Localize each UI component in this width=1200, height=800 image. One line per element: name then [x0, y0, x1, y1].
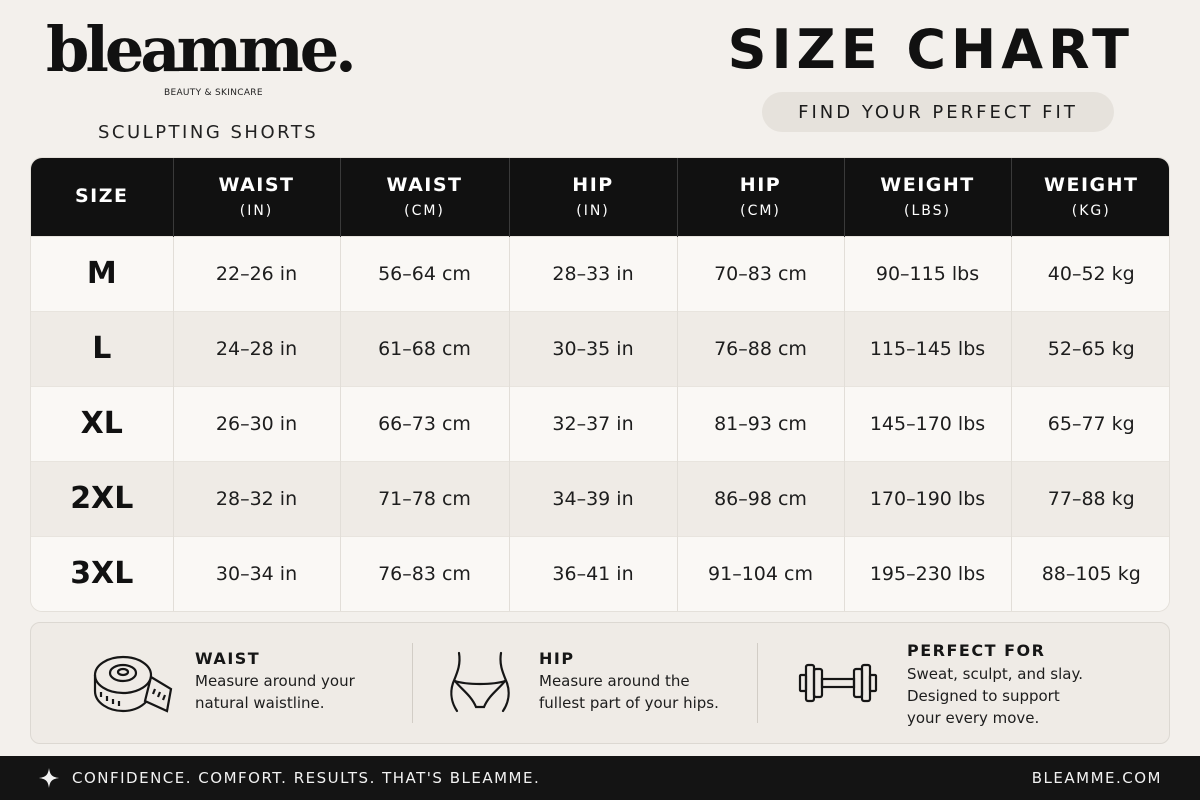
size-cell: XL: [31, 385, 174, 461]
page-title: SIZE CHART: [727, 18, 1134, 81]
column-header-hip-in: HIP (IN): [509, 158, 678, 236]
table-cell: 22–26 in: [173, 235, 341, 311]
table-cell: 52–65 kg: [1011, 310, 1169, 386]
table-row: 3XL 30–34 in 76–83 cm 36–41 in 91–104 cm…: [31, 535, 1169, 611]
perfect-for-line-2: Designed to support: [907, 687, 1060, 705]
table-cell: 70–83 cm: [677, 235, 845, 311]
waist-guide: WAIST Measure around your natural waistl…: [31, 623, 411, 743]
subtitle-text: FIND YOUR PERFECT FIT: [798, 101, 1078, 123]
table-cell: 71–78 cm: [340, 460, 510, 536]
size-cell: 2XL: [31, 460, 174, 536]
size-cell: M: [31, 235, 174, 311]
table-cell: 88–105 kg: [1011, 535, 1169, 611]
table-header-row: SIZE WAIST (IN) WAIST (CM) HIP (IN) HIP (CM)…: [31, 158, 1169, 236]
table-row: M 22–26 in 56–64 cm 28–33 in 70–83 cm 90…: [31, 235, 1169, 311]
table-cell: 30–34 in: [173, 535, 341, 611]
table-cell: 90–115 lbs: [844, 235, 1012, 311]
table-cell: 170–190 lbs: [844, 460, 1012, 536]
table-cell: 36–41 in: [509, 535, 678, 611]
table-cell: 115–145 lbs: [844, 310, 1012, 386]
dumbbell-icon: [798, 663, 878, 703]
table-cell: 34–39 in: [509, 460, 678, 536]
table-cell: 61–68 cm: [340, 310, 510, 386]
measuring-tape-icon: [93, 655, 173, 713]
table-cell: 28–33 in: [509, 235, 678, 311]
table-cell: 40–52 kg: [1011, 235, 1169, 311]
table-row: L 24–28 in 61–68 cm 30–35 in 76–88 cm 11…: [31, 310, 1169, 386]
table-cell: 56–64 cm: [340, 235, 510, 311]
measurement-guide: WAIST Measure around your natural waistl…: [30, 622, 1170, 744]
sparkle-icon: [39, 768, 59, 788]
subtitle-badge: FIND YOUR PERFECT FIT: [762, 92, 1114, 132]
perfect-for-line-1: Sweat, sculpt, and slay.: [907, 665, 1083, 683]
perfect-for-guide: PERFECT FOR Sweat, sculpt, and slay. Des…: [758, 623, 1170, 743]
brand-block: bleamme. BEAUTY & SKINCARE SCULPTING SHO…: [46, 10, 386, 143]
size-cell: 3XL: [31, 535, 174, 611]
brand-logo: bleamme.: [46, 13, 357, 86]
table-row: XL 26–30 in 66–73 cm 32–37 in 81–93 cm 1…: [31, 385, 1169, 461]
column-unit: (KG): [1071, 203, 1111, 219]
product-name: SCULPTING SHORTS: [98, 122, 319, 143]
perfect-for-heading: PERFECT FOR: [907, 641, 1046, 660]
hip-line-2: fullest part of your hips.: [539, 694, 719, 712]
size-chart-table: SIZE WAIST (IN) WAIST (CM) HIP (IN) HIP (CM)…: [30, 157, 1170, 612]
table-cell: 86–98 cm: [677, 460, 845, 536]
table-row: 2XL 28–32 in 71–78 cm 34–39 in 86–98 cm …: [31, 460, 1169, 536]
column-header-waist-cm: WAIST (CM): [340, 158, 510, 236]
website-link[interactable]: BLEAMME.COM: [1031, 769, 1162, 787]
table-cell: 24–28 in: [173, 310, 341, 386]
column-header-size: SIZE: [31, 158, 174, 236]
column-header-waist-in: WAIST (IN): [173, 158, 341, 236]
footer-slogan: CONFIDENCE. COMFORT. RESULTS. THAT'S BLE…: [72, 769, 541, 787]
divider: [757, 643, 758, 723]
column-header-weight-kg: WEIGHT (KG): [1011, 158, 1169, 236]
table-cell: 76–83 cm: [340, 535, 510, 611]
hip-guide: HIP Measure around the fullest part of y…: [413, 623, 757, 743]
hip-heading: HIP: [539, 649, 575, 668]
table-cell: 195–230 lbs: [844, 535, 1012, 611]
column-unit: (CM): [404, 203, 445, 219]
size-cell: L: [31, 310, 174, 386]
table-cell: 66–73 cm: [340, 385, 510, 461]
hips-icon: [450, 651, 510, 713]
column-unit: (LBS): [904, 203, 951, 219]
waist-line-2: natural waistline.: [195, 694, 325, 712]
table-cell: 81–93 cm: [677, 385, 845, 461]
divider: [412, 643, 413, 723]
table-cell: 76–88 cm: [677, 310, 845, 386]
table-cell: 65–77 kg: [1011, 385, 1169, 461]
column-unit: (IN): [576, 203, 610, 219]
table-cell: 32–37 in: [509, 385, 678, 461]
brand-tagline: BEAUTY & SKINCARE: [164, 88, 263, 98]
column-unit: (IN): [239, 203, 274, 219]
footer-bar: CONFIDENCE. COMFORT. RESULTS. THAT'S BLE…: [0, 756, 1200, 800]
table-cell: 91–104 cm: [677, 535, 845, 611]
column-unit: (CM): [740, 203, 781, 219]
table-cell: 28–32 in: [173, 460, 341, 536]
table-cell: 145–170 lbs: [844, 385, 1012, 461]
waist-heading: WAIST: [195, 649, 261, 668]
table-cell: 30–35 in: [509, 310, 678, 386]
hip-line-1: Measure around the: [539, 672, 690, 690]
column-header-hip-cm: HIP (CM): [677, 158, 845, 236]
waist-line-1: Measure around your: [195, 672, 355, 690]
column-header-weight-lbs: WEIGHT (LBS): [844, 158, 1012, 236]
table-cell: 26–30 in: [173, 385, 341, 461]
perfect-for-line-3: your every move.: [907, 709, 1040, 727]
table-cell: 77–88 kg: [1011, 460, 1169, 536]
